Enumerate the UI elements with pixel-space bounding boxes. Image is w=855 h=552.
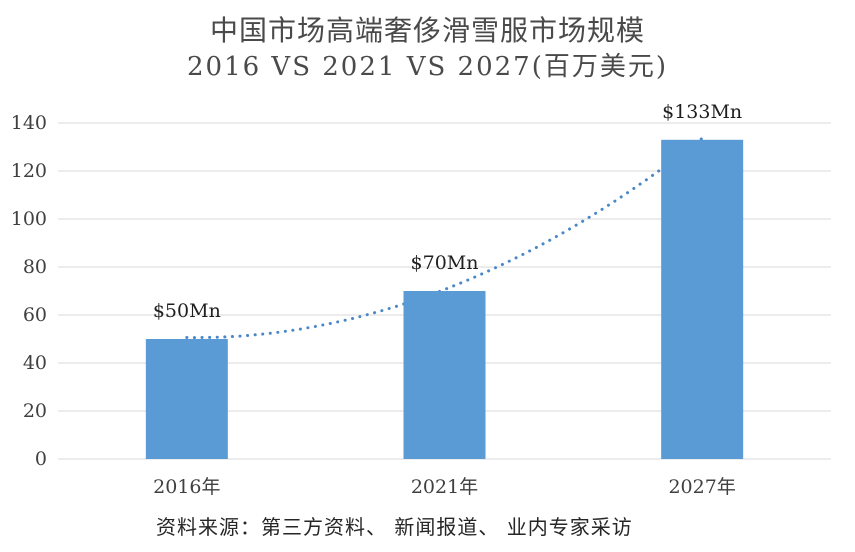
bar-2021年 — [403, 291, 486, 459]
chart-title-line2: 2016 VS 2021 VS 2027(百万美元) — [186, 52, 669, 82]
bar-2027年 — [661, 139, 744, 460]
chart-title-line1: 中国市场高端奢侈滑雪服市场规模 — [209, 14, 645, 47]
source-note: 资料来源：第三方资料、 新闻报道、 业内专家采访 — [156, 515, 633, 539]
chart-title: 中国市场高端奢侈滑雪服市场规模 2016 VS 2021 VS 2027(百万美… — [0, 12, 855, 84]
bar-2016年 — [145, 339, 228, 459]
